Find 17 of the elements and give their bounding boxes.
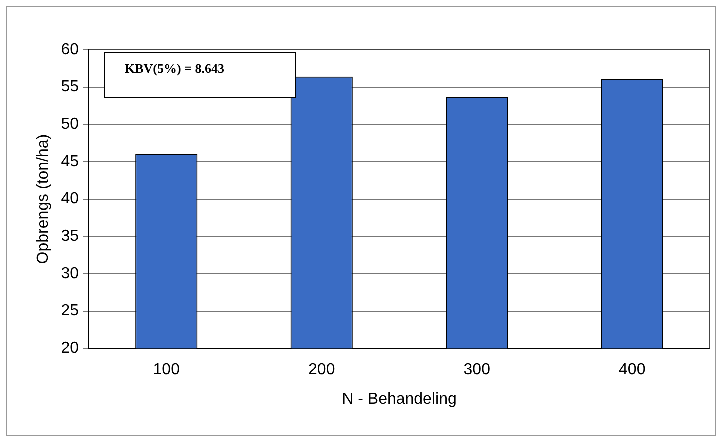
- x-axis-title: N - Behandeling: [342, 390, 457, 408]
- y-tick-label: 50: [61, 116, 80, 134]
- y-tick-label: 25: [61, 302, 80, 320]
- y-tick-label: 30: [61, 265, 80, 282]
- y-tick-label: 45: [61, 153, 80, 170]
- y-axis-title: Opbrengs (ton/ha): [35, 134, 52, 264]
- y-tick-label: 60: [61, 41, 80, 58]
- y-tick-label: 40: [61, 190, 80, 208]
- note-box: KBV(5%) = 8.643: [104, 52, 296, 98]
- annotation: KBV(5%) = 8.643: [124, 61, 224, 76]
- y-tick-label: 20: [61, 340, 80, 358]
- x-tick-label: 200: [308, 362, 336, 379]
- y-tick-label: 35: [61, 228, 80, 246]
- y-tick-label: 55: [61, 78, 80, 96]
- x-tick-label: 300: [464, 362, 491, 379]
- x-tick-label: 400: [619, 362, 646, 379]
- x-tick-label: 100: [153, 362, 180, 379]
